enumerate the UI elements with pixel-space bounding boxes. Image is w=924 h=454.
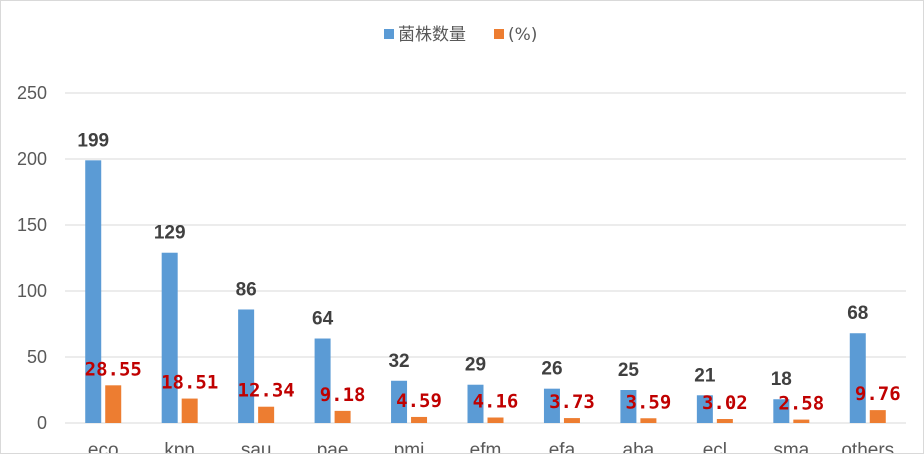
- y-tick-label: 250: [17, 83, 47, 103]
- data-label-count: 199: [77, 130, 109, 151]
- x-category-label: ecl: [703, 440, 727, 453]
- y-tick-label: 0: [37, 413, 47, 433]
- x-category-label: efm: [470, 440, 502, 453]
- legend-swatch: [494, 29, 504, 39]
- bar-percent: [716, 419, 733, 423]
- x-category-label: pmi: [394, 440, 425, 453]
- x-category-label: eco: [88, 440, 119, 453]
- y-tick-label: 150: [17, 215, 47, 235]
- x-category-label: kpn: [164, 440, 195, 453]
- legend: 菌株数量 (%): [384, 25, 537, 45]
- y-tick-label: 50: [27, 347, 47, 367]
- bar-count: [391, 380, 408, 423]
- y-axis-ticks: 0 50 100 150 200 250: [17, 83, 47, 433]
- data-label-percent: 9.18: [320, 384, 366, 406]
- data-label-percent: 12.34: [238, 380, 295, 402]
- data-label-percent: 4.16: [473, 391, 519, 413]
- bar-percent: [793, 419, 810, 423]
- bar-count: [161, 252, 178, 423]
- data-label-count: 129: [154, 223, 186, 244]
- bar-percent: [181, 398, 198, 423]
- x-axis-categories: eco kpn sau pae pmi efm efa aba ecl sma others: [88, 440, 894, 453]
- legend-swatch: [384, 29, 394, 39]
- bar-count: [773, 399, 790, 423]
- bar-count: [849, 333, 866, 423]
- bar-count: [85, 160, 102, 423]
- data-label-percent: 28.55: [85, 358, 142, 380]
- data-label-count: 86: [236, 279, 257, 300]
- bar-percent: [105, 385, 122, 423]
- data-labels: 199 28.55 129 18.51 86 12.34 64 9.18 32 4.59 29 4.1…: [77, 130, 900, 414]
- data-label-count: 25: [618, 360, 640, 381]
- y-tick-label: 100: [17, 281, 47, 301]
- data-label-count: 26: [541, 359, 562, 380]
- bar-percent: [411, 416, 428, 423]
- legend-label: 菌株数量: [398, 25, 466, 45]
- data-label-percent: 9.76: [855, 383, 901, 405]
- x-category-label: sma: [773, 440, 809, 453]
- bar-count: [238, 309, 255, 423]
- bar-percent: [869, 410, 886, 423]
- data-label-percent: 4.59: [396, 390, 442, 412]
- legend-label: (%): [508, 25, 537, 45]
- bar-percent: [640, 418, 657, 423]
- bar-percent: [258, 406, 275, 423]
- bar-percent: [334, 410, 351, 423]
- data-label-count: 64: [312, 309, 334, 330]
- data-label-percent: 3.02: [702, 392, 748, 414]
- x-category-label: others: [841, 440, 894, 453]
- y-tick-label: 200: [17, 149, 47, 169]
- gridlines: [65, 92, 906, 424]
- data-label-count: 68: [847, 303, 868, 324]
- data-label-percent: 3.73: [549, 391, 595, 413]
- x-category-label: aba: [623, 440, 655, 453]
- data-label-count: 29: [465, 355, 486, 376]
- bar-count: [467, 384, 484, 423]
- data-label-count: 18: [771, 369, 792, 390]
- data-label-percent: 18.51: [161, 372, 218, 394]
- bar-percent: [563, 418, 580, 423]
- data-label-percent: 2.58: [778, 393, 824, 415]
- data-label-count: 21: [694, 365, 716, 386]
- bar-percent: [487, 417, 504, 423]
- x-category-label: pae: [317, 440, 349, 453]
- bar-count: [314, 338, 331, 423]
- data-label-count: 32: [388, 351, 409, 372]
- bar-count: [696, 395, 713, 423]
- bar-count: [543, 388, 560, 423]
- bars: [85, 160, 886, 423]
- bar-count: [620, 390, 637, 423]
- x-category-label: efa: [549, 440, 576, 453]
- data-label-percent: 3.59: [626, 391, 672, 413]
- x-category-label: sau: [241, 440, 272, 453]
